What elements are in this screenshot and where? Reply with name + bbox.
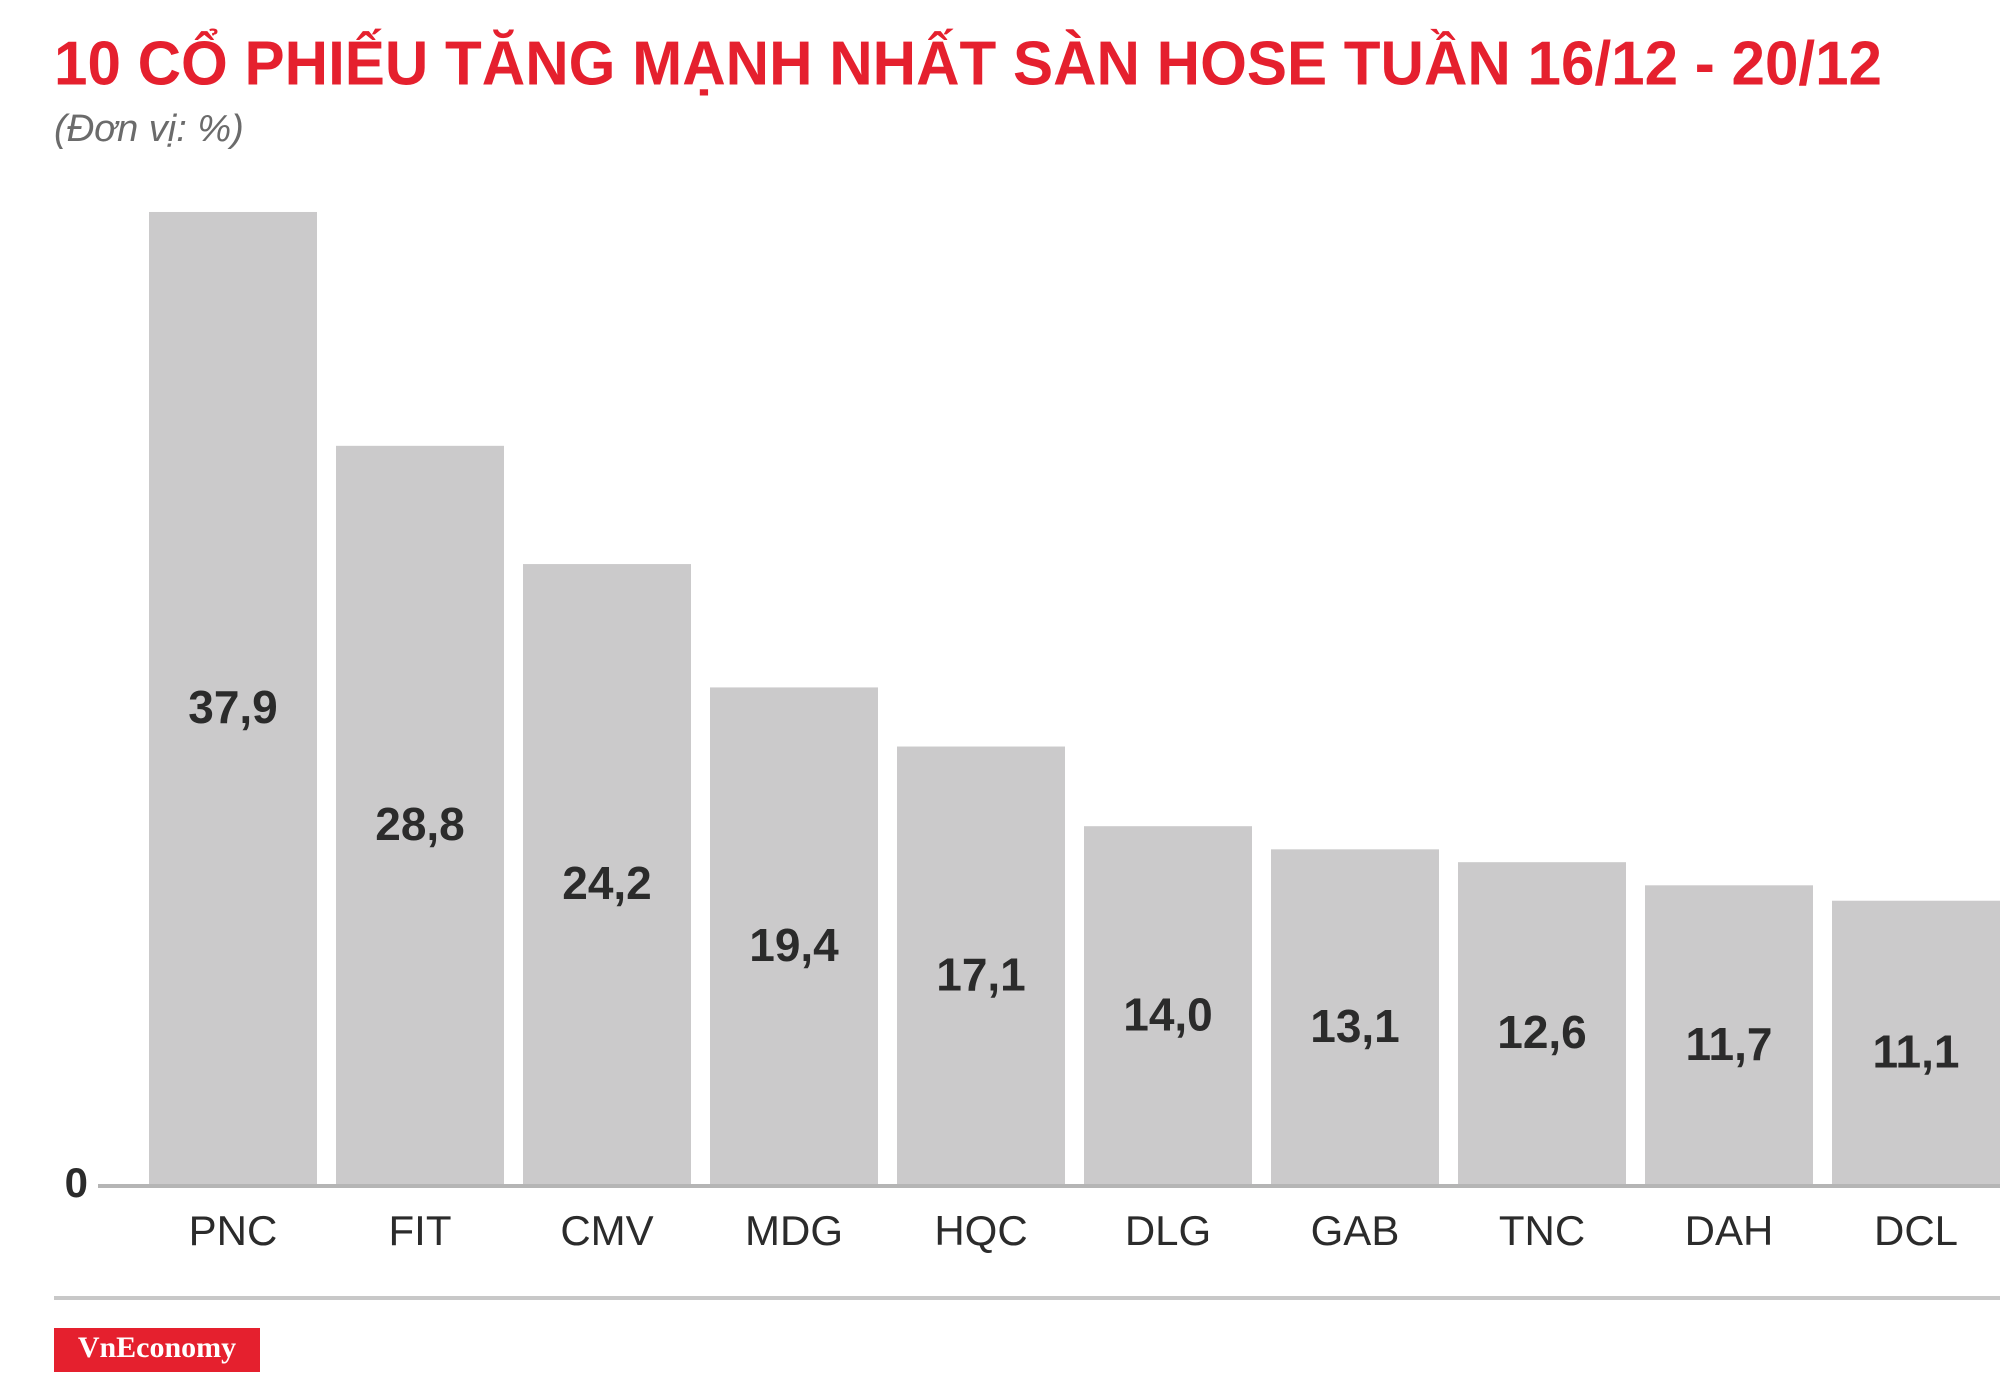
x-tick-label: FIT xyxy=(389,1207,452,1254)
x-tick-label: DLG xyxy=(1125,1207,1211,1254)
value-label: 11,1 xyxy=(1873,1026,1960,1078)
bar xyxy=(1271,849,1439,1186)
x-tick-label: DCL xyxy=(1874,1207,1958,1254)
value-label: 24,2 xyxy=(562,857,652,909)
x-tick-label: CMV xyxy=(560,1207,653,1254)
chart-subtitle: (Đơn vị: %) xyxy=(54,108,244,150)
x-tick-label: MDG xyxy=(745,1207,843,1254)
chart-title: 10 CỔ PHIẾU TĂNG MẠNH NHẤT SÀN HOSE TUẦN… xyxy=(54,28,1882,98)
x-tick-label: HQC xyxy=(934,1207,1027,1254)
value-label: 28,8 xyxy=(375,798,465,850)
bar xyxy=(897,746,1065,1186)
bar xyxy=(149,211,317,1187)
value-label: 13,1 xyxy=(1310,1000,1400,1052)
x-tick-label: TNC xyxy=(1499,1207,1585,1254)
value-label: 14,0 xyxy=(1123,988,1213,1040)
bar xyxy=(1458,862,1626,1186)
bar xyxy=(710,687,878,1186)
value-label: 11,7 xyxy=(1686,1018,1773,1070)
bar xyxy=(336,445,504,1187)
bar xyxy=(1832,900,2000,1186)
value-label: 17,1 xyxy=(936,948,1026,1000)
value-label: 19,4 xyxy=(749,919,839,971)
x-tick-label: PNC xyxy=(189,1207,278,1254)
bar xyxy=(1645,885,1813,1186)
x-tick-label: DAH xyxy=(1685,1207,1774,1254)
bar xyxy=(1084,826,1252,1186)
bar xyxy=(523,564,691,1186)
y-tick-label: 0 xyxy=(65,1159,88,1206)
x-tick-label: GAB xyxy=(1311,1207,1400,1254)
value-label: 37,9 xyxy=(188,681,278,733)
logo: VnEconomy xyxy=(78,1331,236,1364)
logo-box xyxy=(54,1328,260,1372)
value-label: 12,6 xyxy=(1497,1006,1587,1058)
